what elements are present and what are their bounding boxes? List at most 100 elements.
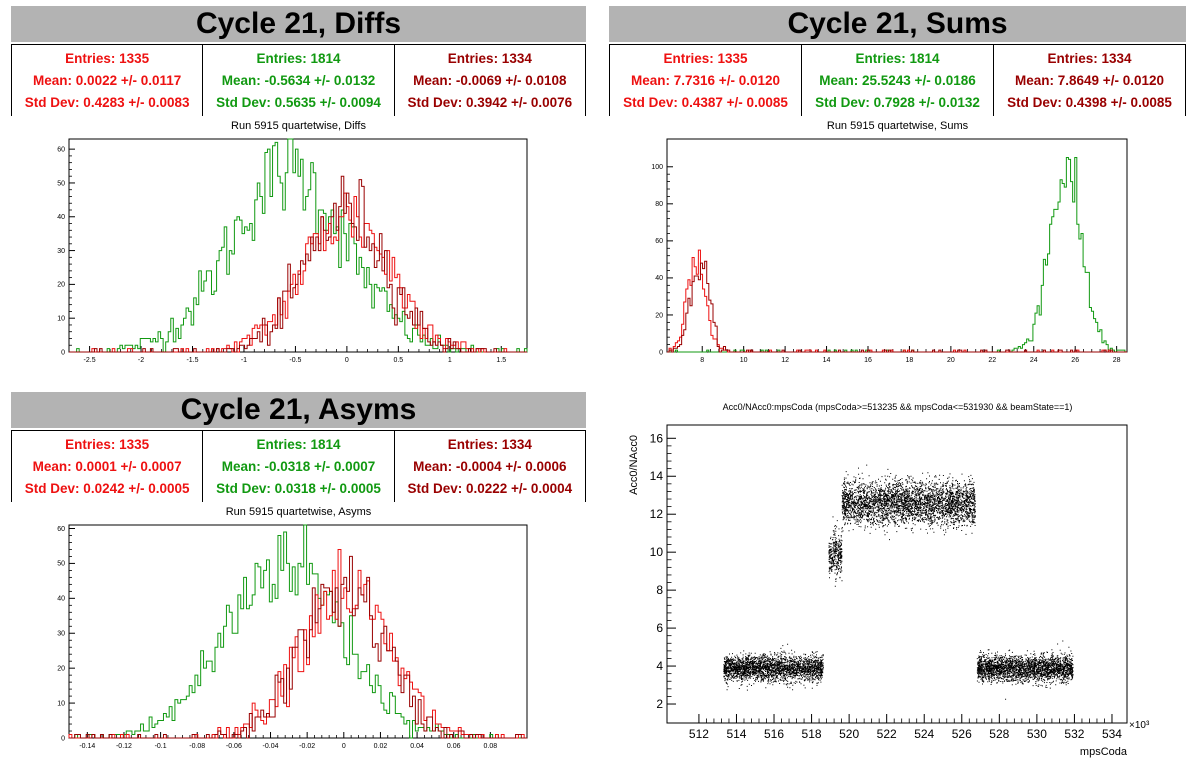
sums-panel-title: Cycle 21, Sums <box>609 6 1186 42</box>
stat-entries: Entries: 1814 <box>256 51 341 67</box>
x-tick-label: 16 <box>864 357 872 364</box>
x-tick-label: 24 <box>1030 357 1038 364</box>
y-tick-label: 8 <box>656 583 663 597</box>
stat-entries: Entries: 1814 <box>855 51 940 67</box>
asyms-stats-box: Entries: 1335 Mean: 0.0001 +/- 0.0007 St… <box>11 430 586 502</box>
stat-entries: Entries: 1334 <box>447 51 532 67</box>
x-tick-label: 526 <box>952 727 972 741</box>
scatter-plot-subtitle: Acc0/NAcc0:mpsCoda (mpsCoda>=513235 && m… <box>722 402 1073 412</box>
stat-entries: Entries: 1335 <box>65 51 150 67</box>
y-tick-label: 16 <box>650 431 664 445</box>
x-tick-label: 534 <box>1102 727 1122 741</box>
stat-mean: Mean: 0.0022 +/- 0.0117 <box>33 72 182 88</box>
x-tick-label: 0.06 <box>447 743 461 750</box>
x-tick-label: 1 <box>448 357 452 364</box>
stat-mean: Mean: -0.0004 +/- 0.0006 <box>413 458 567 474</box>
x-tick-label: 0.04 <box>410 743 424 750</box>
y-tick-label: 14 <box>650 469 664 483</box>
mpscoda-scatter: 512 514 516 518 520 522 524 526 528 530 532 534 2 4 6 8… <box>628 424 1150 758</box>
y-tick-label: 4 <box>656 659 663 673</box>
y-tick-label: 20 <box>655 312 663 319</box>
x-tick-label: 14 <box>823 357 831 364</box>
histogram-series-dark <box>69 175 527 353</box>
diffs-panel-title: Cycle 21, Diffs <box>11 6 586 42</box>
histogram-series-red <box>69 192 527 353</box>
x-tick-label: 516 <box>764 727 784 741</box>
sums-plot-subtitle: Run 5915 quartetwise, Sums <box>826 120 969 132</box>
diffs-stats-green: Entries: 1814 Mean: -0.5634 +/- 0.0132 S… <box>202 45 393 116</box>
y-tick-label: 0 <box>659 349 663 356</box>
x-tick-label: -0.02 <box>299 743 315 750</box>
stat-std: Std Dev: 0.5635 +/- 0.0094 <box>216 94 381 110</box>
sums-stats-red: Entries: 1335 Mean: 7.7316 +/- 0.0120 St… <box>610 45 801 116</box>
y-tick-label: 60 <box>57 526 65 533</box>
asyms-plot-subtitle: Run 5915 quartetwise, Asyms <box>225 506 372 518</box>
x-tick-label: -0.1 <box>155 743 167 750</box>
x-tick-label: 522 <box>877 727 897 741</box>
y-tick-label: 40 <box>57 214 65 221</box>
x-tick-label: 18 <box>906 357 914 364</box>
x-tick-label: 520 <box>839 727 859 741</box>
x-tick-label: 20 <box>947 357 955 364</box>
stat-std: Std Dev: 0.4283 +/- 0.0083 <box>24 94 190 110</box>
diffs-stats-box: Entries: 1335 Mean: 0.0022 +/- 0.0117 St… <box>11 44 586 116</box>
x-tick-label: 22 <box>988 357 996 364</box>
asyms-stats-red: Entries: 1335 Mean: 0.0001 +/- 0.0007 St… <box>12 431 202 502</box>
y-tick-label: 2 <box>656 697 663 711</box>
y-tick-label: 40 <box>57 596 65 603</box>
x-tick-label: -1.5 <box>186 357 198 364</box>
x-axis-label: mpsCoda <box>1080 746 1128 758</box>
y-tick-label: 12 <box>650 507 664 521</box>
stat-entries: Entries: 1814 <box>256 437 341 453</box>
x-axis-multiplier: ×10³ <box>1129 720 1150 731</box>
x-tick-label: -0.06 <box>226 743 242 750</box>
y-tick-label: 10 <box>650 545 664 559</box>
y-tick-label: 20 <box>57 665 65 672</box>
x-tick-label: 26 <box>1071 357 1079 364</box>
diffs-stats-red: Entries: 1335 Mean: 0.0022 +/- 0.0117 St… <box>12 45 202 116</box>
x-tick-label: 0.02 <box>374 743 388 750</box>
x-tick-label: 532 <box>1064 727 1084 741</box>
stat-std: Std Dev: 0.4387 +/- 0.0085 <box>623 94 788 110</box>
x-tick-label: 12 <box>781 357 789 364</box>
asyms-stats-green: Entries: 1814 Mean: -0.0318 +/- 0.0007 S… <box>202 431 393 502</box>
x-tick-label: 0 <box>342 743 346 750</box>
y-axis-label: Acc0/NAcc0 <box>628 435 640 495</box>
y-tick-label: 20 <box>57 282 65 289</box>
x-tick-label: 524 <box>914 727 934 741</box>
x-tick-label: 8 <box>700 357 704 364</box>
sums-stats-box: Entries: 1335 Mean: 7.7316 +/- 0.0120 St… <box>609 44 1186 116</box>
plot-frame <box>68 524 528 739</box>
y-tick-label: 100 <box>651 164 663 171</box>
stat-entries: Entries: 1335 <box>65 437 150 453</box>
stat-std: Std Dev: 0.3942 +/- 0.0076 <box>407 94 573 110</box>
stat-std: Std Dev: 0.4398 +/- 0.0085 <box>1007 94 1172 110</box>
x-tick-label: 10 <box>740 357 748 364</box>
x-tick-label: -2.5 <box>84 357 96 364</box>
histogram-series-dark <box>667 260 1127 353</box>
stat-std: Std Dev: 0.0318 +/- 0.0005 <box>216 480 381 496</box>
stat-mean: Mean: 7.7316 +/- 0.0120 <box>631 72 780 88</box>
histogram-series-red <box>667 249 1127 353</box>
stat-mean: Mean: 25.5243 +/- 0.0186 <box>819 72 976 88</box>
x-tick-label: 1.5 <box>496 357 506 364</box>
y-tick-label: 50 <box>57 561 65 568</box>
stat-mean: Mean: -0.0069 +/- 0.0108 <box>413 72 567 88</box>
x-tick-label: -0.5 <box>289 357 301 364</box>
y-tick-label: 0 <box>61 735 65 742</box>
diffs-histogram: -2.5 -2 -1.5 -1 -0.5 0 0.5 1 1.5 0 10 20 30 40 50 60 <box>57 138 528 364</box>
asyms-stats-dark: Entries: 1334 Mean: -0.0004 +/- 0.0006 S… <box>393 431 585 502</box>
x-tick-label: -1 <box>241 357 247 364</box>
plot-frame <box>666 424 1128 724</box>
x-tick-label: 0.5 <box>393 357 403 364</box>
x-tick-label: -0.12 <box>116 743 132 750</box>
y-tick-label: 50 <box>57 180 65 187</box>
stat-mean: Mean: 7.8649 +/- 0.0120 <box>1015 72 1164 88</box>
y-tick-label: 60 <box>655 238 663 245</box>
y-tick-label: 0 <box>61 349 65 356</box>
diffs-stats-dark: Entries: 1334 Mean: -0.0069 +/- 0.0108 S… <box>393 45 585 116</box>
plot-frame <box>666 138 1128 353</box>
stat-entries: Entries: 1334 <box>1047 51 1132 67</box>
y-tick-label: 6 <box>656 621 663 635</box>
